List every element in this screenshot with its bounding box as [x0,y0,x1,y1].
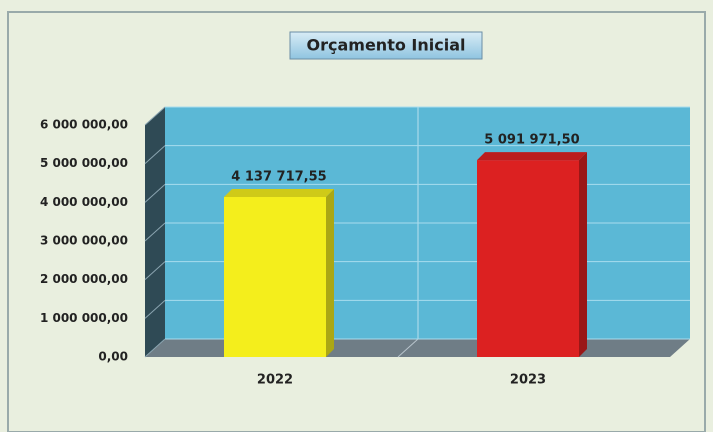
bar [224,197,326,357]
grid-line [144,261,166,281]
grid-line [144,338,166,358]
grid-line [144,106,166,126]
divider [397,338,419,358]
y-tick-label: 1 000 000,00 [40,311,128,325]
y-tick-label: 6 000 000,00 [40,118,128,132]
frame [7,11,706,432]
y-tick-label: 4 000 000,00 [40,195,128,209]
bar-top [224,189,334,198]
grid-line [144,145,166,165]
y-tick-label: 3 000 000,00 [40,234,128,248]
x-tick-label: 2022 [257,373,293,388]
x-tick-label: 2023 [510,373,546,388]
grid-line [144,222,166,242]
bar-side [326,189,334,357]
chart-title: Orçamento Inicial [307,36,466,55]
y-tick-label: 0,00 [98,350,128,364]
grid-line [144,183,166,203]
data-label: 4 137 717,55 [231,170,326,185]
bar-side [579,152,587,357]
data-label: 5 091 971,50 [484,133,579,148]
bar-top [477,152,587,161]
title-box [289,31,483,60]
y-tick-label: 2 000 000,00 [40,272,128,286]
bar [477,160,579,357]
y-tick-label: 5 000 000,00 [40,156,128,170]
grid-line [144,299,166,319]
